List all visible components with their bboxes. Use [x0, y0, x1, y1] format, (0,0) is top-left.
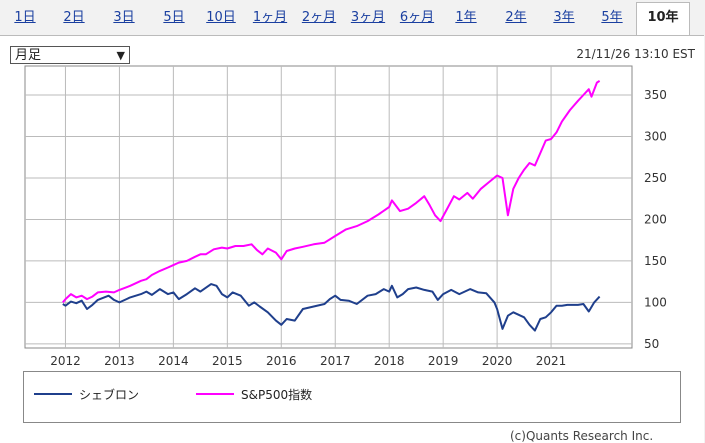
y-tick-label: 350: [644, 88, 667, 102]
tab-2[interactable]: 2日: [63, 10, 85, 25]
x-tick-label: 2017: [320, 354, 351, 368]
x-tick-label: 2014: [158, 354, 189, 368]
tab-1[interactable]: 1日: [14, 10, 36, 25]
x-tick-label: 2019: [428, 354, 459, 368]
candle-period-select[interactable]: 月足 ▼: [10, 46, 130, 64]
x-tick-label: 2012: [50, 354, 81, 368]
tab-8[interactable]: 3ヶ月: [350, 10, 386, 25]
legend-label-chevron: シェブロン: [79, 388, 140, 402]
candle-period-value: 月足: [15, 48, 42, 63]
legend-label-sp500: S&P500指数: [241, 388, 313, 402]
tab-9[interactable]: 6ヶ月: [399, 10, 435, 25]
tab-3[interactable]: 3日: [113, 10, 135, 25]
line-chart: 50 100 150 200 250 300 350 2012 2013 2014 2015 2016…: [24, 65, 667, 368]
x-tick-label: 2016: [266, 354, 297, 368]
tab-14[interactable]: 10年: [636, 2, 690, 36]
x-tick-label: 2020: [482, 354, 513, 368]
timestamp: 21/11/26 13:10 EST: [576, 47, 695, 61]
x-tick-label: 2013: [104, 354, 135, 368]
y-tick-label: 300: [644, 130, 667, 144]
y-tick-label: 50: [644, 337, 659, 351]
legend-line-chevron: [34, 393, 72, 395]
tab-13[interactable]: 5年: [601, 10, 623, 25]
tab-4[interactable]: 5日: [163, 10, 185, 25]
x-tick-label: 2015: [212, 354, 243, 368]
y-tick-label: 250: [644, 171, 667, 185]
period-tabs: 1日 2日 3日 5日 10日 1ヶ月 2ヶ月 3ヶ月 6ヶ月 1年 2年 3年 5年 10年: [0, 0, 705, 36]
plot-area: [24, 65, 633, 349]
tab-6[interactable]: 1ヶ月: [252, 10, 288, 25]
tab-7[interactable]: 2ヶ月: [301, 10, 337, 25]
tab-5[interactable]: 10日: [206, 10, 236, 25]
tab-10[interactable]: 1年: [455, 10, 477, 25]
chevron-down-icon: ▼: [116, 49, 125, 62]
series-line-sp500: [62, 80, 601, 304]
x-tick-label: 2018: [374, 354, 405, 368]
chart-legend: シェブロン S&P500指数: [23, 371, 681, 423]
x-tick-label: 2021: [536, 354, 567, 368]
y-tick-label: 100: [644, 295, 667, 309]
legend-line-sp500: [196, 393, 234, 395]
tab-12[interactable]: 3年: [553, 10, 575, 25]
tab-11[interactable]: 2年: [505, 10, 527, 25]
y-tick-label: 200: [644, 212, 667, 226]
y-tick-label: 150: [644, 254, 667, 268]
copyright-text: (c)Quants Research Inc.: [510, 429, 654, 443]
series-line-chevron: [62, 283, 601, 332]
